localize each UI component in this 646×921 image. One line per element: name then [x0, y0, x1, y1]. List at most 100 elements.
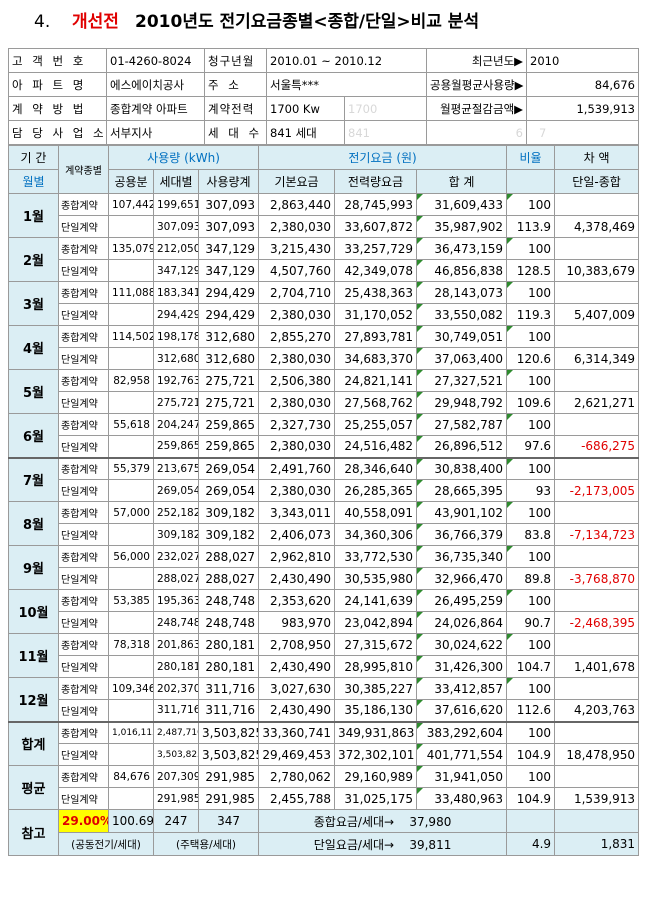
reference-diff: 1,831	[554, 832, 640, 856]
usage-total-header: 사용량계	[197, 169, 260, 194]
usage-total-cell: 312,680	[197, 325, 260, 348]
table-row: 단일계약 288,027 288,027 2,430,490 30,535,980 32,…	[9, 567, 640, 590]
contract-type-cell: 단일계약	[58, 347, 109, 370]
contract-type-cell: 종합계약	[58, 237, 109, 260]
household-usage-cell: 232,027	[153, 545, 199, 568]
diff-cell: 4,378,469	[554, 215, 640, 238]
base-charge-cell: 2,380,030	[258, 391, 336, 414]
common-usage-cell	[108, 523, 154, 546]
base-charge-cell: 2,380,030	[258, 479, 336, 502]
table-row: 단일계약 280,181 280,181 2,430,490 28,995,810 31,…	[9, 655, 640, 678]
contract-type-header: 계약종별	[58, 145, 109, 194]
house-per-household-label: (주택용/세대)	[152, 832, 260, 856]
diff-cell	[554, 237, 640, 260]
month-label: 5월	[8, 369, 59, 414]
contract-power: 1700 Kw	[266, 96, 345, 121]
table-row: 3월 종합계약 111,088 183,341 294,429 2,704,710 25,4…	[8, 281, 640, 326]
households: 841 세대	[266, 120, 345, 145]
reference-v3: 347	[197, 809, 260, 833]
contract-type-cell: 단일계약	[58, 215, 109, 238]
table-row: 단일계약 307,093 307,093 2,380,030 33,607,872 35,…	[9, 215, 640, 238]
title-highlight: 개선전	[72, 12, 119, 32]
office: 서부지사	[106, 120, 205, 145]
power-charge-cell: 28,995,810	[334, 655, 418, 678]
base-charge-header: 기본요금	[258, 169, 336, 194]
base-charge-cell: 2,327,730	[258, 413, 336, 436]
common-usage-cell: 111,088	[108, 281, 154, 304]
sum-charge-cell: 28,143,073	[416, 281, 508, 304]
household-usage-cell: 347,129	[153, 259, 199, 282]
common-usage-cell	[108, 215, 154, 238]
diff-cell	[554, 193, 640, 216]
monthly-savings: 1,539,913	[526, 96, 639, 121]
ratio-cell: 97.6	[506, 435, 556, 458]
household-usage-cell: 252,182	[153, 501, 199, 524]
table-row: 단일계약 269,054 269,054 2,380,030 26,285,365 28,…	[9, 479, 640, 502]
common-usage-cell	[108, 479, 154, 502]
reference-empty	[506, 809, 556, 833]
diff-cell	[554, 677, 640, 700]
table-row: 8월 종합계약 57,000 252,182 309,182 3,343,011 40,55…	[8, 501, 640, 546]
table-row: 단일계약 309,182 309,182 2,406,073 34,360,306 36,…	[9, 523, 640, 546]
common-usage-cell	[108, 699, 154, 722]
diff-cell: 2,621,271	[554, 391, 640, 414]
diff-cell: 1,401,678	[554, 655, 640, 678]
household-usage-cell: 294,429	[153, 303, 199, 326]
apartment-label: 아 파 트 명	[8, 72, 107, 97]
usage-header: 사용량 (kWh)	[107, 145, 260, 170]
household-usage-cell: 202,370	[153, 677, 199, 700]
power-charge-cell: 33,772,530	[334, 545, 418, 568]
base-charge-cell: 2,430,490	[258, 567, 336, 590]
contract-type-cell: 종합계약	[58, 193, 109, 216]
base-charge-cell: 2,430,490	[258, 699, 336, 722]
power-charge-cell: 25,255,057	[334, 413, 418, 436]
common-usage-cell: 114,502	[108, 325, 154, 348]
power-charge-cell: 30,535,980	[334, 567, 418, 590]
household-usage-cell: 269,054	[153, 479, 199, 502]
household-usage-cell: 192,763	[153, 369, 199, 392]
usage-total-cell: 3,503,825	[197, 720, 260, 744]
table-row: 단일계약 275,721 275,721 2,380,030 27,568,762 29,…	[9, 391, 640, 414]
comp-label: 종합요금/세대→	[313, 814, 395, 829]
ratio-cell: 112.6	[506, 699, 556, 722]
diff-cell: 4,203,763	[554, 699, 640, 722]
contract-type-cell: 종합계약	[58, 325, 109, 348]
ghost-7: 7	[526, 120, 639, 145]
contract-type-cell: 종합계약	[58, 720, 109, 744]
ratio-cell: 104.9	[506, 743, 556, 766]
diff-cell	[554, 413, 640, 436]
ratio-cell: 100	[506, 369, 556, 392]
sum-charge-cell: 43,901,102	[416, 501, 508, 524]
common-usage-cell	[108, 787, 154, 810]
ratio-cell: 100	[506, 413, 556, 436]
usage-total-cell: 307,093	[197, 215, 260, 238]
base-charge-cell: 2,506,380	[258, 369, 336, 392]
common-usage-cell: 78,318	[108, 633, 154, 656]
common-usage-cell: 57,000	[108, 501, 154, 524]
base-charge-cell: 2,353,620	[258, 589, 336, 612]
base-charge-cell: 2,780,062	[258, 765, 336, 788]
usage-total-cell: 311,716	[197, 677, 260, 700]
contract-method: 종합계약 아파트	[106, 96, 205, 121]
table-row: 단일계약 259,865 259,865 2,380,030 24,516,482 26,…	[9, 435, 640, 458]
sum-charge-cell: 31,426,300	[416, 655, 508, 678]
usage-total-cell: 347,129	[197, 237, 260, 260]
sum-charge-cell: 33,550,082	[416, 303, 508, 326]
month-label: 2월	[8, 237, 59, 282]
ratio-cell: 100	[506, 456, 556, 480]
power-charge-cell: 25,438,363	[334, 281, 418, 304]
power-charge-cell: 34,683,370	[334, 347, 418, 370]
household-usage-header: 세대별	[153, 169, 199, 194]
diff-cell	[554, 633, 640, 656]
diff-cell: -3,768,870	[554, 567, 640, 590]
base-charge-cell: 2,430,490	[258, 655, 336, 678]
ratio-cell: 113.9	[506, 215, 556, 238]
household-usage-cell: 204,247	[153, 413, 199, 436]
common-usage-cell	[108, 743, 154, 766]
ratio-cell: 89.8	[506, 567, 556, 590]
sum-charge-cell: 28,665,395	[416, 479, 508, 502]
household-usage-cell: 275,721	[153, 391, 199, 414]
sum-charge-cell: 31,941,050	[416, 765, 508, 788]
base-charge-cell: 3,215,430	[258, 237, 336, 260]
common-avg-label: 공용월평균사용량▶	[426, 72, 527, 97]
